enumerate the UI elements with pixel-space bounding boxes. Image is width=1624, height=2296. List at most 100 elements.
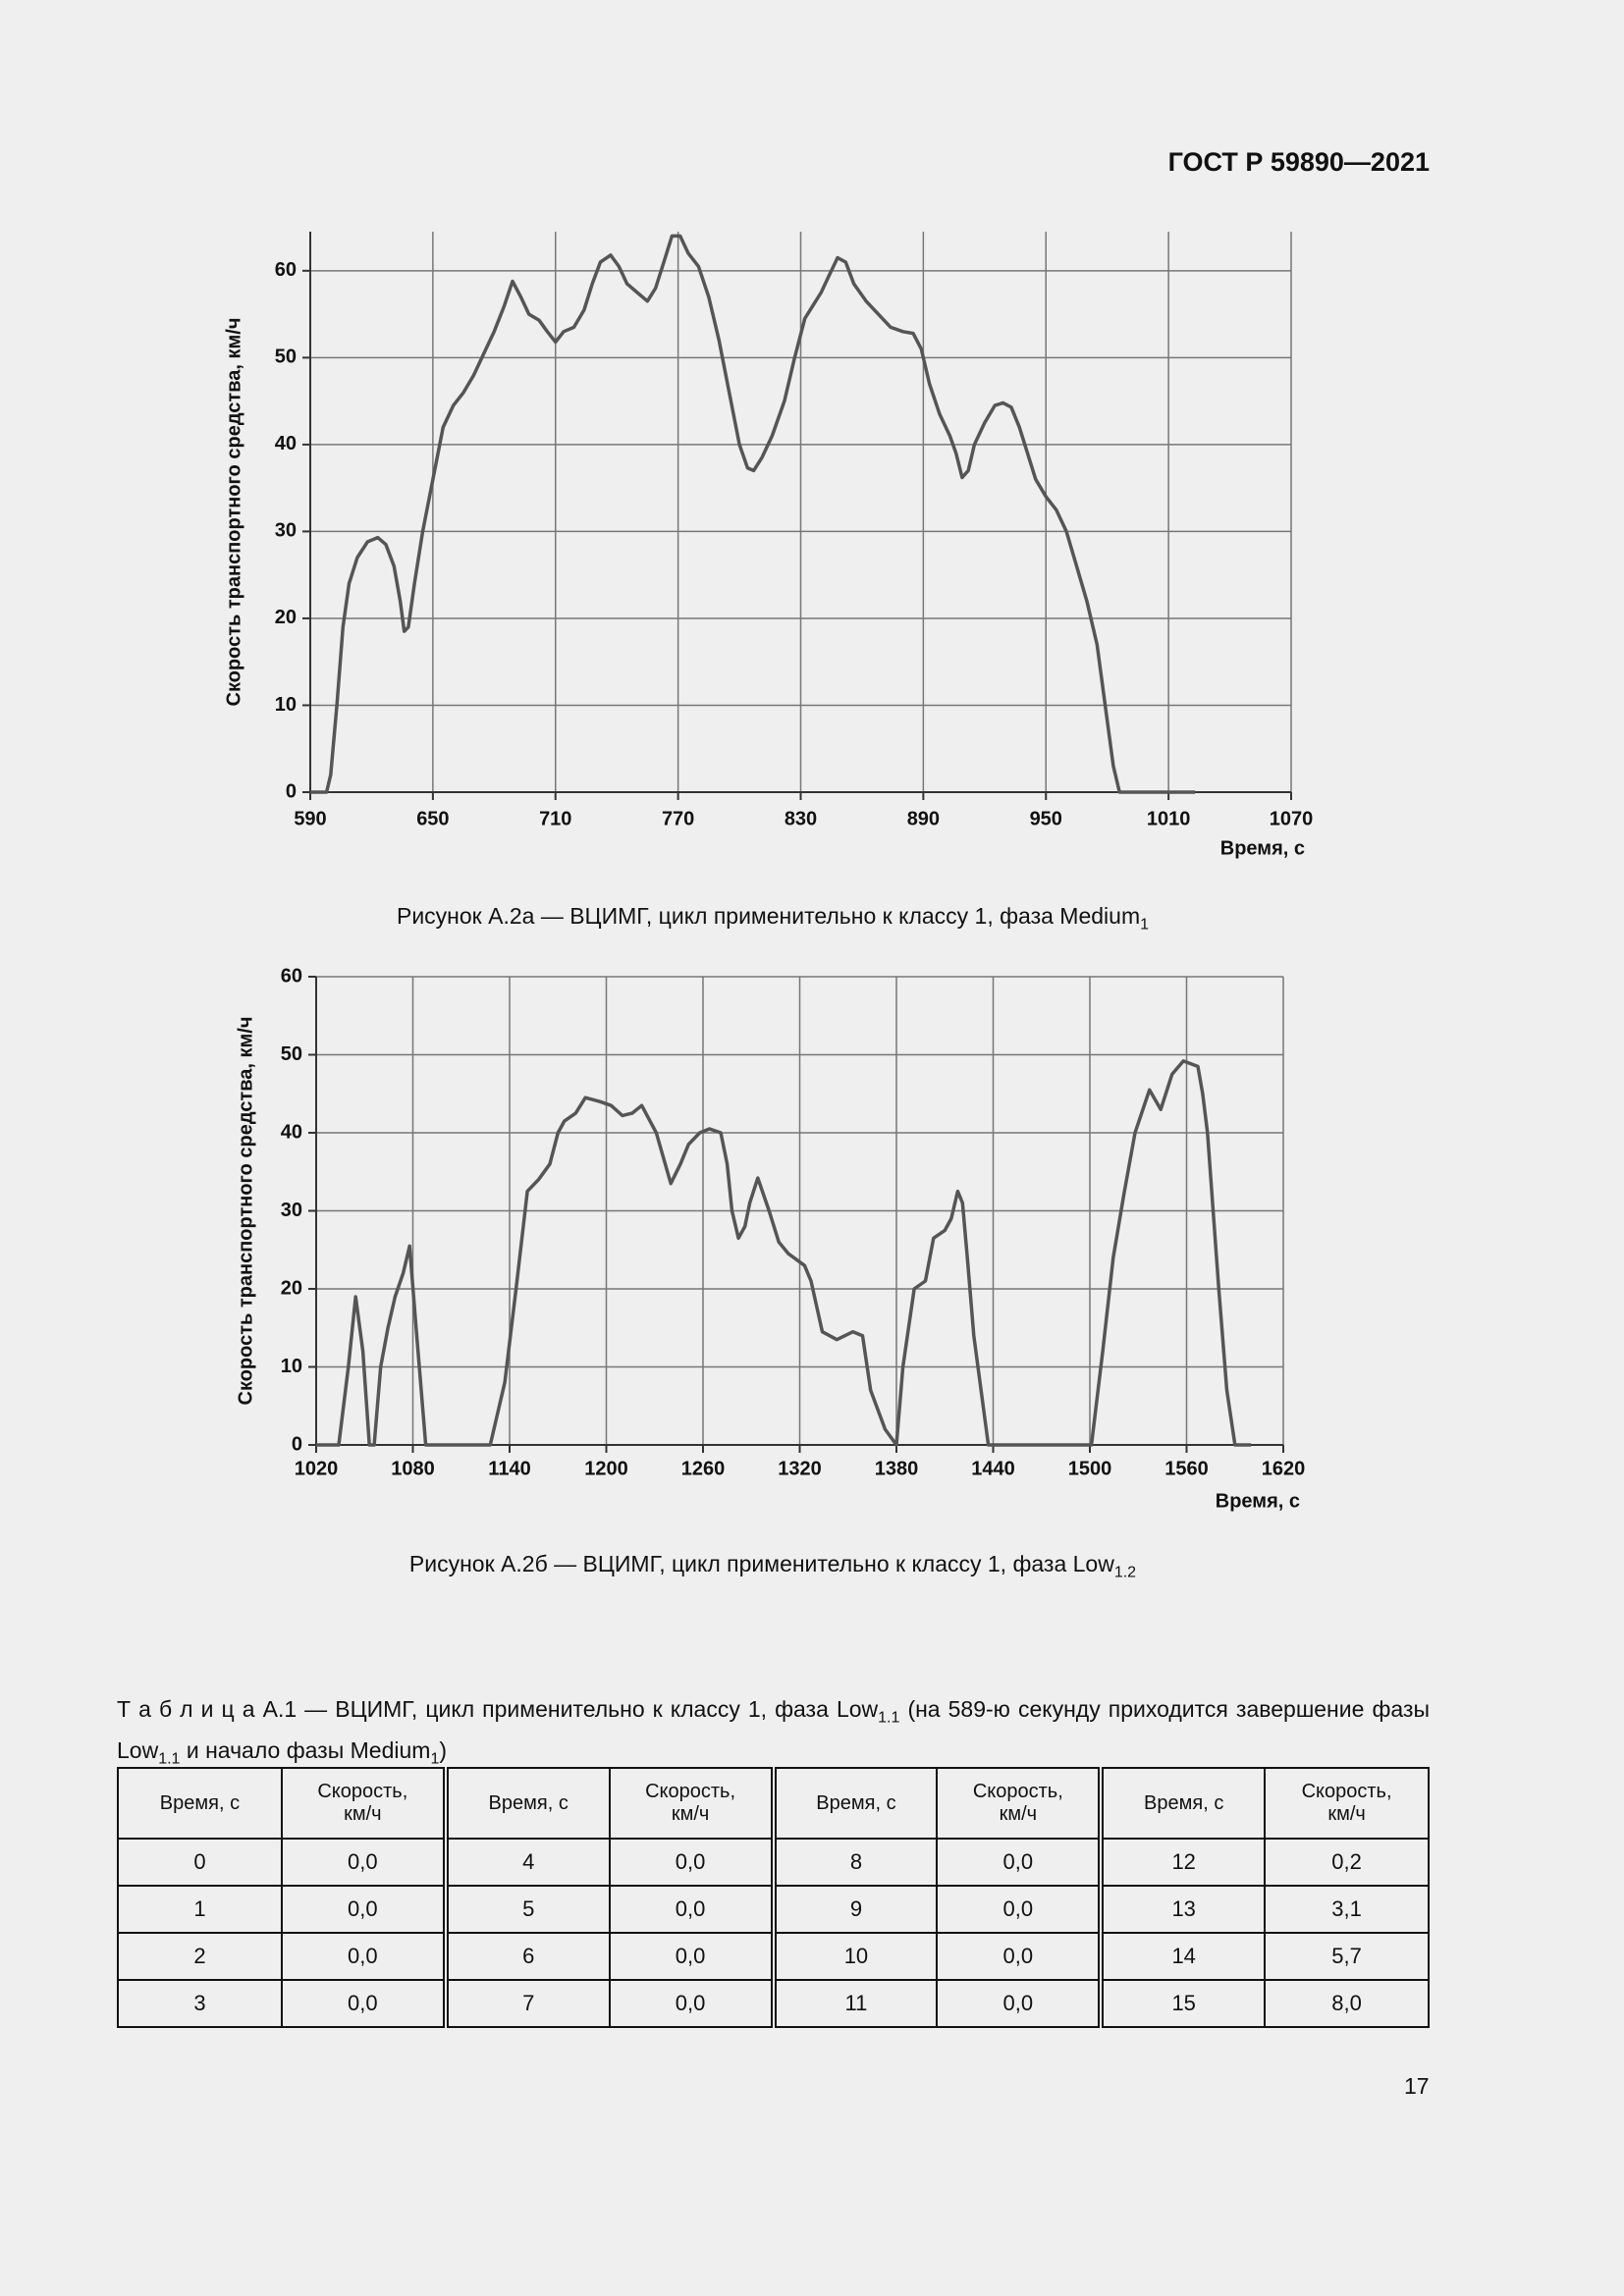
caption-sub: 1.1 [878,1709,900,1727]
table-row: 3 0,0 7 0,0 11 0,0 15 8,0 [117,1979,1430,2028]
table-cell: 2 [117,1932,283,1981]
table-cell: 12 [1098,1838,1267,1887]
table-cell: 0,0 [936,1838,1103,1887]
header-cell: Скорость, км/ч [280,1767,447,1840]
page-number: 17 [1404,2073,1430,2099]
x-tick-label: 1440 [971,1458,1015,1479]
x-tick-label: 1020 [295,1458,339,1479]
x-axis-label: Время, с [1216,1490,1300,1512]
table-row: 1 0,0 5 0,0 9 0,0 13 3,1 [117,1885,1430,1934]
figure-caption: Рисунок А.2б — ВЦИМГ, цикл применительно… [0,1551,1545,1582]
caption-sub: 1 [1140,916,1150,934]
table-row: 2 0,0 6 0,0 10 0,0 14 5,7 [117,1932,1430,1981]
y-tick-label: 50 [275,347,297,368]
header-cell: Скорость, км/ч [1264,1767,1430,1840]
table-cell: 8,0 [1264,1979,1430,2028]
y-tick-label: 30 [275,520,297,542]
table-cell: 0,0 [280,1885,447,1934]
table-cell: 8 [770,1838,939,1887]
caption-text: и начало фазы Medium [180,1736,431,1763]
y-tick-label: 50 [281,1043,302,1065]
data-table: Время, с Скорость, км/ч Время, с Скорость, … [117,1767,1430,2028]
table-cell: 5 [442,1885,611,1934]
table-cell: 0,0 [936,1885,1103,1934]
table-cell: 14 [1098,1932,1267,1981]
x-tick-label: 590 [294,808,326,829]
table-cell: 0,2 [1264,1838,1430,1887]
table-row: 0 0,0 4 0,0 8 0,0 12 0,2 [117,1838,1430,1887]
data-line [316,1059,1252,1447]
x-tick-label: 1260 [681,1458,726,1479]
table-cell: 9 [770,1885,939,1934]
y-tick-label: 30 [281,1200,302,1221]
y-axis-label: Скорость транспортного средства, км/ч [235,1017,256,1406]
table-cell: 5,7 [1264,1932,1430,1981]
table-body: 0 0,0 4 0,0 8 0,0 12 0,2 1 0,0 5 0,0 9 0,0 13 3,1 2 0,0 6 0… [117,1838,1430,2028]
caption-text: Т а б л и ц а А.1 — ВЦИМГ, цикл применит… [117,1696,879,1722]
header-cell: Скорость, км/ч [936,1767,1103,1840]
y-tick-label: 40 [281,1121,302,1143]
table-cell: 11 [770,1979,939,2028]
caption-sub: 1 [430,1750,440,1768]
y-axis-label: Скорость транспортного средства, км/ч [223,318,244,707]
header-cell: Время, с [117,1767,283,1840]
y-tick-label: 0 [292,1433,302,1455]
x-tick-label: 1200 [584,1458,628,1479]
table-cell: 1 [117,1885,283,1934]
table-header: Время, с Скорость, км/ч Время, с Скорость, … [117,1767,1430,1840]
x-tick-label: 1560 [1164,1458,1209,1479]
table-cell: 15 [1098,1979,1267,2028]
y-tick-label: 10 [275,694,297,716]
y-tick-label: 20 [281,1277,302,1299]
caption-sub: 1.1 [158,1750,181,1768]
x-tick-label: 1140 [488,1458,530,1479]
table-cell: 6 [442,1932,611,1981]
table-cell: 0,0 [608,1885,775,1934]
table-cell: 13 [1098,1885,1267,1934]
table-cell: 3,1 [1264,1885,1430,1934]
table-cell: 0 [117,1838,283,1887]
x-tick-label: 890 [907,808,940,829]
header-cell: Время, с [442,1767,611,1840]
x-tick-label: 830 [785,808,817,829]
caption-text: (на 589-ю секунду приходится завершение … [117,1696,1430,1763]
table-cell: 4 [442,1838,611,1887]
x-tick-label: 1380 [875,1458,919,1479]
x-tick-label: 1080 [391,1458,435,1479]
y-tick-label: 0 [286,780,297,802]
header-cell: Время, с [770,1767,939,1840]
table-cell: 10 [770,1932,939,1981]
x-tick-label: 1010 [1147,808,1191,829]
table-cell: 7 [442,1979,611,2028]
y-tick-label: 10 [281,1356,302,1377]
caption-text: Рисунок А.2б — ВЦИМГ, цикл применительно… [408,1551,1114,1576]
table-cell: 0,0 [608,1838,775,1887]
header-cell: Скорость, км/ч [608,1767,775,1840]
table-cell: 0,0 [280,1932,447,1981]
caption-sub: 1.2 [1113,1564,1137,1581]
x-tick-label: 1320 [778,1458,822,1479]
y-tick-label: 60 [281,965,302,987]
caption-text: Рисунок А.2а — ВЦИМГ, цикл применительно… [396,903,1141,929]
table-cell: 0,0 [608,1979,775,2028]
table-cell: 0,0 [280,1838,447,1887]
header-cell: Время, с [1098,1767,1267,1840]
table-cell: 0,0 [608,1932,775,1981]
x-tick-label: 950 [1030,808,1062,829]
data-line [310,234,1196,794]
table-caption: Т а б л и ц а А.1 — ВЦИМГ, цикл применит… [117,1693,1430,1775]
y-tick-label: 20 [275,607,297,628]
page-header: ГОСТ Р 59890—2021 [1167,147,1430,177]
x-tick-label: 1500 [1068,1458,1112,1479]
x-tick-label: 650 [416,808,449,829]
x-tick-label: 770 [662,808,694,829]
table-cell: 0,0 [936,1932,1103,1981]
x-tick-label: 1620 [1262,1458,1306,1479]
figure-caption: Рисунок А.2а — ВЦИМГ, цикл применительно… [0,903,1545,934]
table-cell: 3 [117,1979,283,2028]
caption-text: ) [439,1736,448,1763]
x-axis-label: Время, с [1220,837,1305,859]
table-cell: 0,0 [280,1979,447,2028]
y-tick-label: 60 [275,259,297,281]
